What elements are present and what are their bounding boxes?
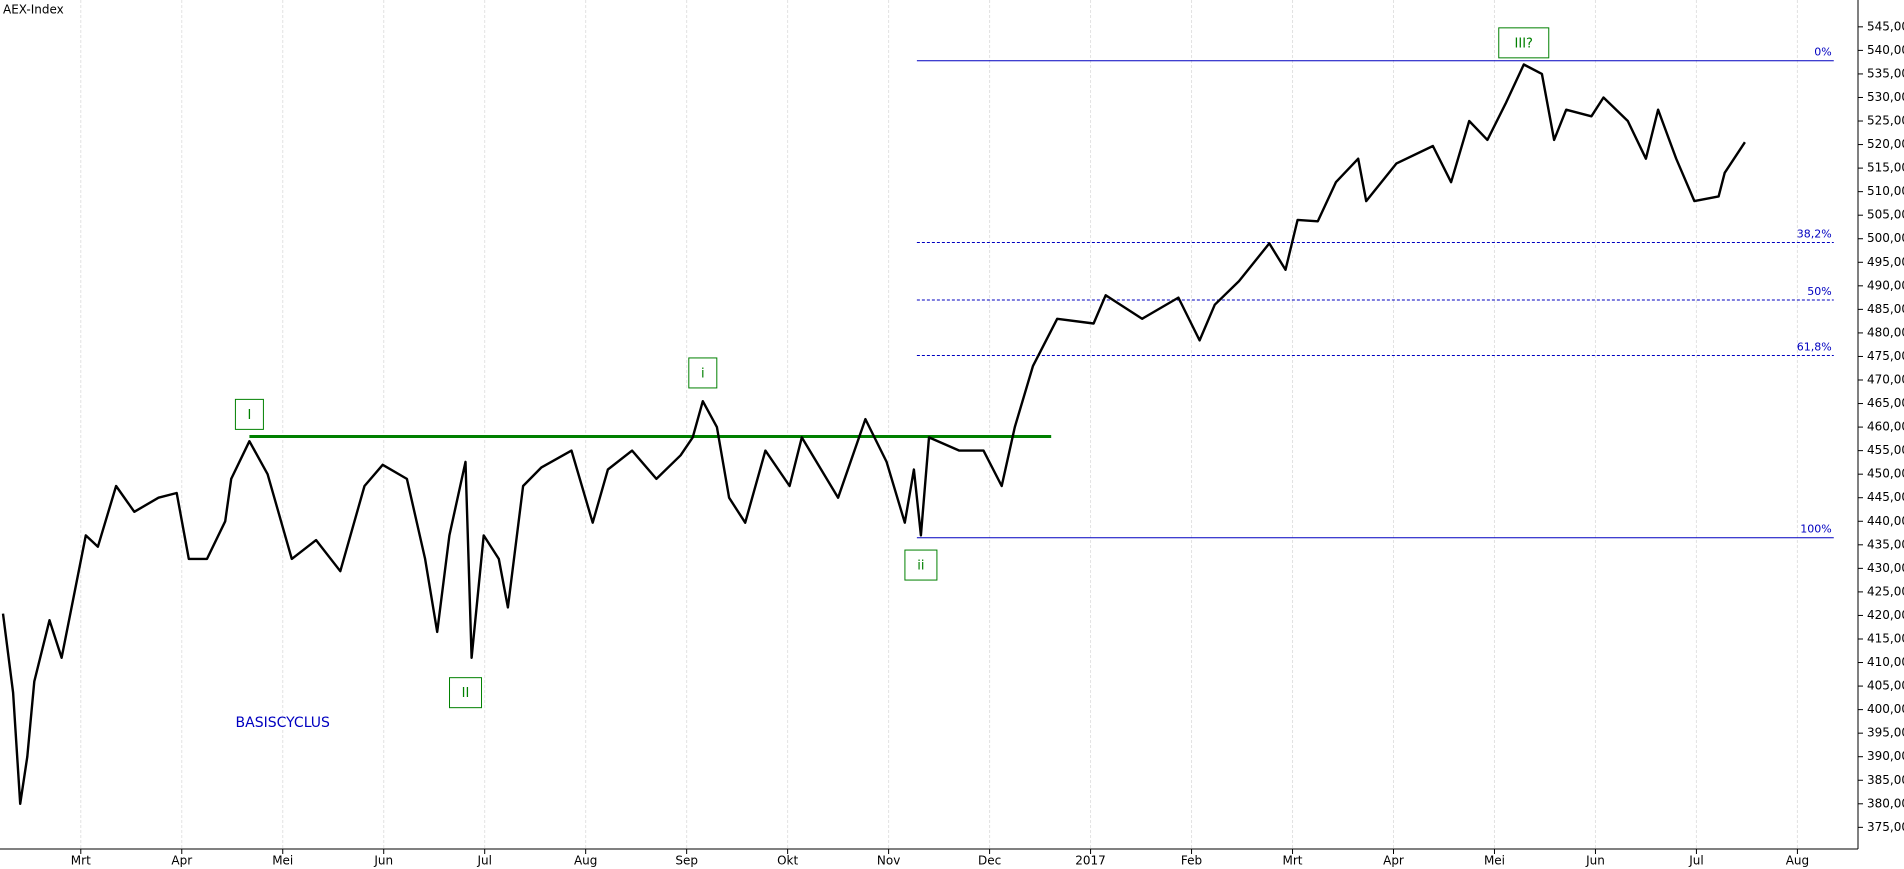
fib-label: 38,2% <box>1797 228 1832 241</box>
y-tick-label: 380,00 <box>1867 796 1904 810</box>
wave-box <box>688 357 718 389</box>
x-tick-label: Aug <box>574 854 597 868</box>
y-tick-label: 405,00 <box>1867 679 1904 693</box>
x-tick-label: Sep <box>675 854 698 868</box>
y-tick-label: 390,00 <box>1867 749 1904 763</box>
fib-label: 0% <box>1814 46 1831 59</box>
wave-label: I <box>247 408 251 423</box>
y-tick-label: 395,00 <box>1867 726 1904 740</box>
y-tick-label: 500,00 <box>1867 231 1904 245</box>
y-tick-label: 460,00 <box>1867 420 1904 434</box>
x-tick-label: Okt <box>777 854 798 868</box>
x-tick-label: 2017 <box>1075 854 1106 868</box>
y-tick-label: 400,00 <box>1867 702 1904 716</box>
y-tick-label: 495,00 <box>1867 255 1904 269</box>
y-tick-label: 420,00 <box>1867 608 1904 622</box>
y-tick-label: 505,00 <box>1867 208 1904 222</box>
y-tick-label: 415,00 <box>1867 631 1904 645</box>
wave-label: i <box>701 366 705 381</box>
y-tick-label: 510,00 <box>1867 184 1904 198</box>
x-tick-label: Apr <box>171 854 192 868</box>
x-tick-label: Mrt <box>71 854 91 868</box>
fib-label: 61,8% <box>1797 341 1832 354</box>
y-tick-label: 545,00 <box>1867 19 1904 33</box>
y-tick-label: 520,00 <box>1867 137 1904 151</box>
wave-box <box>234 398 264 430</box>
y-tick-label: 465,00 <box>1867 396 1904 410</box>
wave-label: ii <box>917 559 924 574</box>
price-line <box>1 63 1746 805</box>
y-tick-label: 540,00 <box>1867 43 1904 57</box>
x-tick-label: Jul <box>1688 854 1703 868</box>
x-tick-label: Dec <box>978 854 1001 868</box>
y-tick-label: 455,00 <box>1867 443 1904 457</box>
y-tick-label: 440,00 <box>1867 514 1904 528</box>
y-tick-label: 475,00 <box>1867 349 1904 363</box>
y-tick-label: 530,00 <box>1867 90 1904 104</box>
wave-label: II <box>462 686 470 701</box>
chart-title: AEX-Index <box>3 3 64 17</box>
x-tick-label: Mei <box>272 854 293 868</box>
y-tick-label: 425,00 <box>1867 584 1904 598</box>
y-tick-label: 445,00 <box>1867 490 1904 504</box>
y-tick-label: 535,00 <box>1867 66 1904 80</box>
wave-box <box>1498 27 1550 59</box>
y-tick-label: 410,00 <box>1867 655 1904 669</box>
y-tick-label: 435,00 <box>1867 537 1904 551</box>
y-tick-label: 375,00 <box>1867 820 1904 834</box>
x-tick-label: Jun <box>373 854 393 868</box>
x-tick-label: Mrt <box>1283 854 1303 868</box>
y-tick-label: 450,00 <box>1867 467 1904 481</box>
y-tick-label: 485,00 <box>1867 302 1904 316</box>
x-tick-label: Nov <box>877 854 900 868</box>
y-tick-label: 480,00 <box>1867 325 1904 339</box>
x-tick-label: Jun <box>1585 854 1605 868</box>
y-tick-label: 490,00 <box>1867 278 1904 292</box>
y-tick-label: 470,00 <box>1867 373 1904 387</box>
y-tick-label: 385,00 <box>1867 773 1904 787</box>
y-tick-label: 430,00 <box>1867 561 1904 575</box>
note: BASISCYCLUS <box>236 715 331 731</box>
fib-label: 50% <box>1807 285 1831 298</box>
x-tick-label: Apr <box>1383 854 1404 868</box>
wave-box <box>904 549 938 581</box>
x-tick-label: Aug <box>1786 854 1809 868</box>
wave-box <box>449 677 483 709</box>
x-tick-label: Mei <box>1484 854 1505 868</box>
fib-label: 100% <box>1800 523 1831 536</box>
y-tick-label: 515,00 <box>1867 161 1904 175</box>
x-tick-label: Jul <box>476 854 491 868</box>
y-tick-label: 525,00 <box>1867 114 1904 128</box>
x-tick-label: Feb <box>1181 854 1202 868</box>
wave-label: III? <box>1515 36 1533 51</box>
